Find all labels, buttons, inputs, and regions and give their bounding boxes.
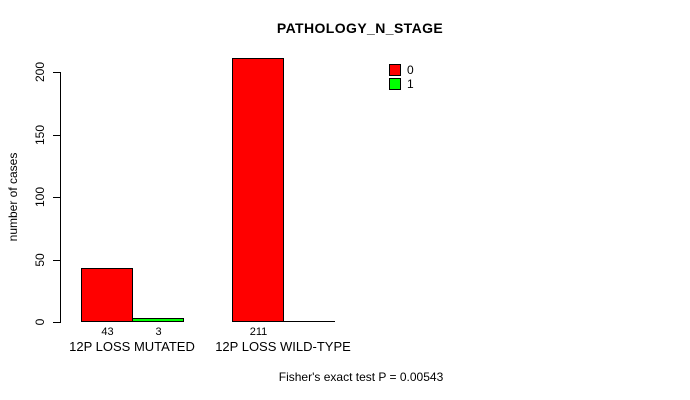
bar-series-0-group-0 (81, 268, 133, 322)
legend-swatch-1 (389, 78, 401, 90)
y-tick-mark (53, 322, 60, 323)
bar-value-label: 3 (155, 326, 162, 338)
x-category-label: 12P LOSS MUTATED (69, 339, 195, 354)
legend-label: 0 (407, 63, 414, 77)
legend-label: 1 (407, 77, 414, 91)
y-tick-label: 150 (33, 124, 47, 146)
y-tick-mark (53, 72, 60, 73)
y-tick-mark (53, 260, 60, 261)
legend-item: 1 (389, 77, 414, 91)
bar-series-1-group-1-zero (283, 321, 335, 322)
y-tick-label: 50 (33, 253, 47, 267)
stat-annotation: Fisher's exact test P = 0.00543 (278, 370, 444, 384)
bar-series-1-group-0 (132, 318, 184, 322)
y-tick-label: 0 (33, 318, 47, 326)
legend-item: 0 (389, 63, 414, 77)
bar-series-0-group-1 (232, 58, 284, 322)
bar-value-label: 211 (249, 326, 268, 338)
y-axis-label: number of cases (6, 152, 20, 242)
chart-title: PATHOLOGY_N_STAGE (276, 20, 444, 36)
legend-swatch-0 (389, 64, 401, 76)
y-tick-mark (53, 135, 60, 136)
bar-value-label: 43 (101, 326, 114, 338)
y-tick-mark (53, 197, 60, 198)
y-tick-label: 100 (33, 186, 47, 208)
x-category-label: 12P LOSS WILD-TYPE (215, 339, 351, 354)
y-axis-line (60, 72, 61, 323)
y-tick-label: 200 (33, 61, 47, 83)
